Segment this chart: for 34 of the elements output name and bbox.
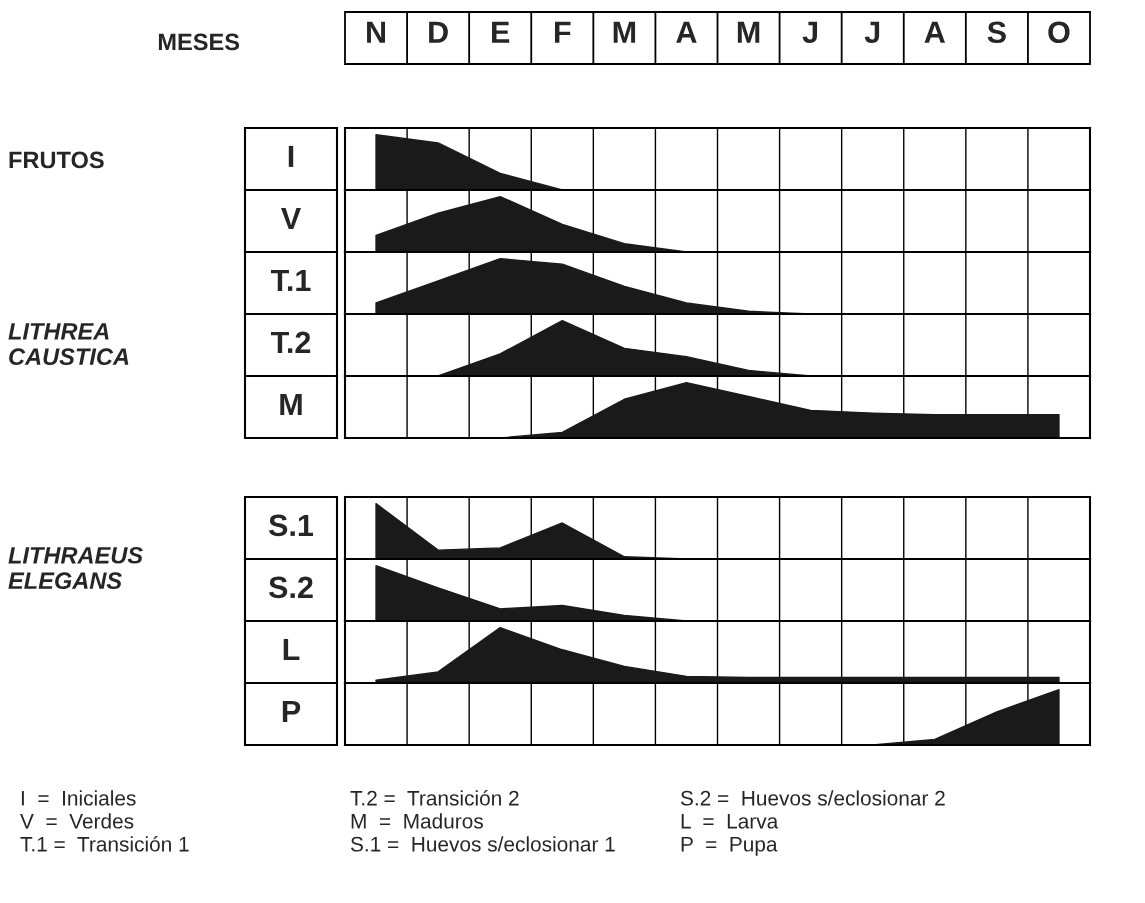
x-tick-label: A [924, 21, 946, 43]
text: S.2 = Huevos s/eclosionar 2 [680, 790, 945, 806]
text: T.1 = Transición 1 [20, 836, 189, 852]
x-tick-label: A [676, 21, 697, 43]
x-tick-label: M [737, 21, 760, 43]
y-axis-title: S.1 [268, 514, 314, 537]
text: V = Verdes [20, 813, 134, 829]
y-axis-title: S.2 [268, 576, 313, 599]
x-tick-label: O [1048, 21, 1070, 44]
text: S.1 = Huevos s/eclosionar 1 [350, 836, 615, 852]
y-axis-title: T.2 [270, 331, 311, 353]
x-tick-label: S [987, 21, 1006, 44]
text: M = Maduros [351, 813, 483, 829]
y-axis-title: P [282, 700, 301, 722]
y-axis-title: T.1 [270, 269, 311, 291]
text: MESES [158, 33, 240, 51]
y-axis-title: L [283, 638, 300, 660]
y-axis-title: V [281, 207, 301, 229]
x-tick-label: N [367, 21, 386, 43]
text: FRUTOS [9, 151, 104, 169]
text: I = Iniciales [21, 790, 136, 806]
text: LITHRAEUS ELEGANS [8, 546, 143, 590]
x-tick-label: J [802, 21, 818, 44]
x-tick-label: F [555, 21, 571, 43]
x-tick-label: E [492, 21, 510, 43]
x-tick-label: J [864, 21, 880, 44]
x-tick-label: D [429, 21, 448, 43]
y-axis-title: M [280, 393, 302, 415]
y-axis-title: I [288, 145, 294, 167]
text: LITHREA CAUSTICA [8, 323, 129, 366]
text: T.2 = Transición 2 [350, 790, 519, 806]
x-tick-label: M [613, 21, 636, 43]
text: P = Pupa [681, 837, 778, 856]
text: L = Larva [681, 814, 779, 829]
